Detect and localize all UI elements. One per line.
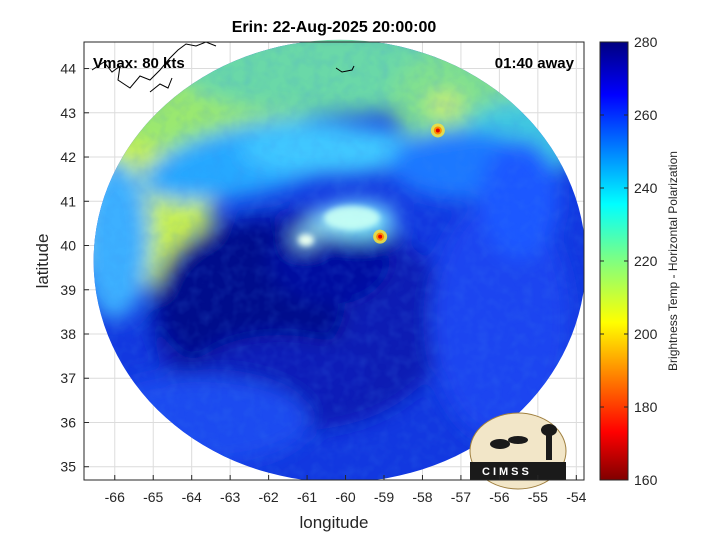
- x-tick-label: -54: [566, 489, 586, 505]
- y-axis-ticks: 35 36 37 38 39 40 41 42 43 44: [60, 61, 89, 475]
- plot-area: CIMSS Vmax: 80 kts 01:40 away: [83, 39, 585, 490]
- y-tick-label: 43: [60, 105, 76, 121]
- y-tick-label: 37: [60, 370, 76, 386]
- x-tick-label: -57: [451, 489, 471, 505]
- y-tick-label: 41: [60, 193, 76, 209]
- warm-spot-core: [378, 234, 383, 239]
- x-tick-label: -65: [143, 489, 163, 505]
- x-tick-label: -61: [297, 489, 317, 505]
- colorbar-tick-label: 180: [634, 399, 658, 415]
- y-tick-label: 44: [60, 61, 76, 77]
- axes-frame: [83, 41, 585, 481]
- warm-spots: [373, 123, 445, 244]
- colorbar-tick-label: 240: [634, 180, 658, 196]
- x-tick-label: -64: [182, 489, 202, 505]
- y-tick-label: 42: [60, 149, 76, 165]
- x-tick-label: -62: [258, 489, 278, 505]
- x-tick-label: -55: [528, 489, 548, 505]
- y-tick-label: 39: [60, 282, 76, 298]
- colorbar-label: Brightness Temp - Horizontal Polarizatio…: [666, 151, 680, 371]
- time-away-annotation: 01:40 away: [495, 55, 575, 72]
- colorbar-tick-label: 280: [634, 34, 658, 50]
- colorbar-tick-label: 220: [634, 253, 658, 269]
- x-tick-label: -63: [220, 489, 240, 505]
- x-tick-label: -66: [105, 489, 125, 505]
- y-tick-label: 35: [60, 459, 76, 475]
- coastline: [91, 41, 355, 93]
- colorbar-tick-label: 160: [634, 472, 658, 488]
- logo-text: CIMSS: [482, 466, 532, 478]
- colorbar: 160 180 200 220 240 260 280 Brightness Temp - …: [599, 34, 680, 488]
- x-tick-label: -58: [412, 489, 432, 505]
- y-tick-label: 40: [60, 238, 76, 254]
- y-tick-label: 38: [60, 326, 76, 342]
- chart-title: Erin: 22-Aug-2025 20:00:00: [232, 19, 437, 36]
- y-axis-label: latitude: [33, 234, 52, 289]
- colorbar-tick-label: 200: [634, 326, 658, 342]
- y-tick-label: 36: [60, 414, 76, 430]
- x-tick-label: -60: [335, 489, 355, 505]
- colorbar-ticks: 160 180 200 220 240 260 280: [600, 34, 658, 488]
- cimss-logo: CIMSS: [469, 412, 567, 490]
- x-tick-label: -56: [489, 489, 509, 505]
- colorbar-tick-label: 260: [634, 107, 658, 123]
- vmax-annotation: Vmax: 80 kts: [93, 55, 185, 72]
- x-axis-ticks: -66 -65 -64 -63 -62 -61 -60 -59 -58 -57 -56 -55 -54: [105, 475, 587, 505]
- warm-spot-core: [435, 128, 440, 133]
- colorbar-gradient: [599, 41, 629, 481]
- x-axis-label: longitude: [299, 513, 368, 532]
- x-tick-label: -59: [374, 489, 394, 505]
